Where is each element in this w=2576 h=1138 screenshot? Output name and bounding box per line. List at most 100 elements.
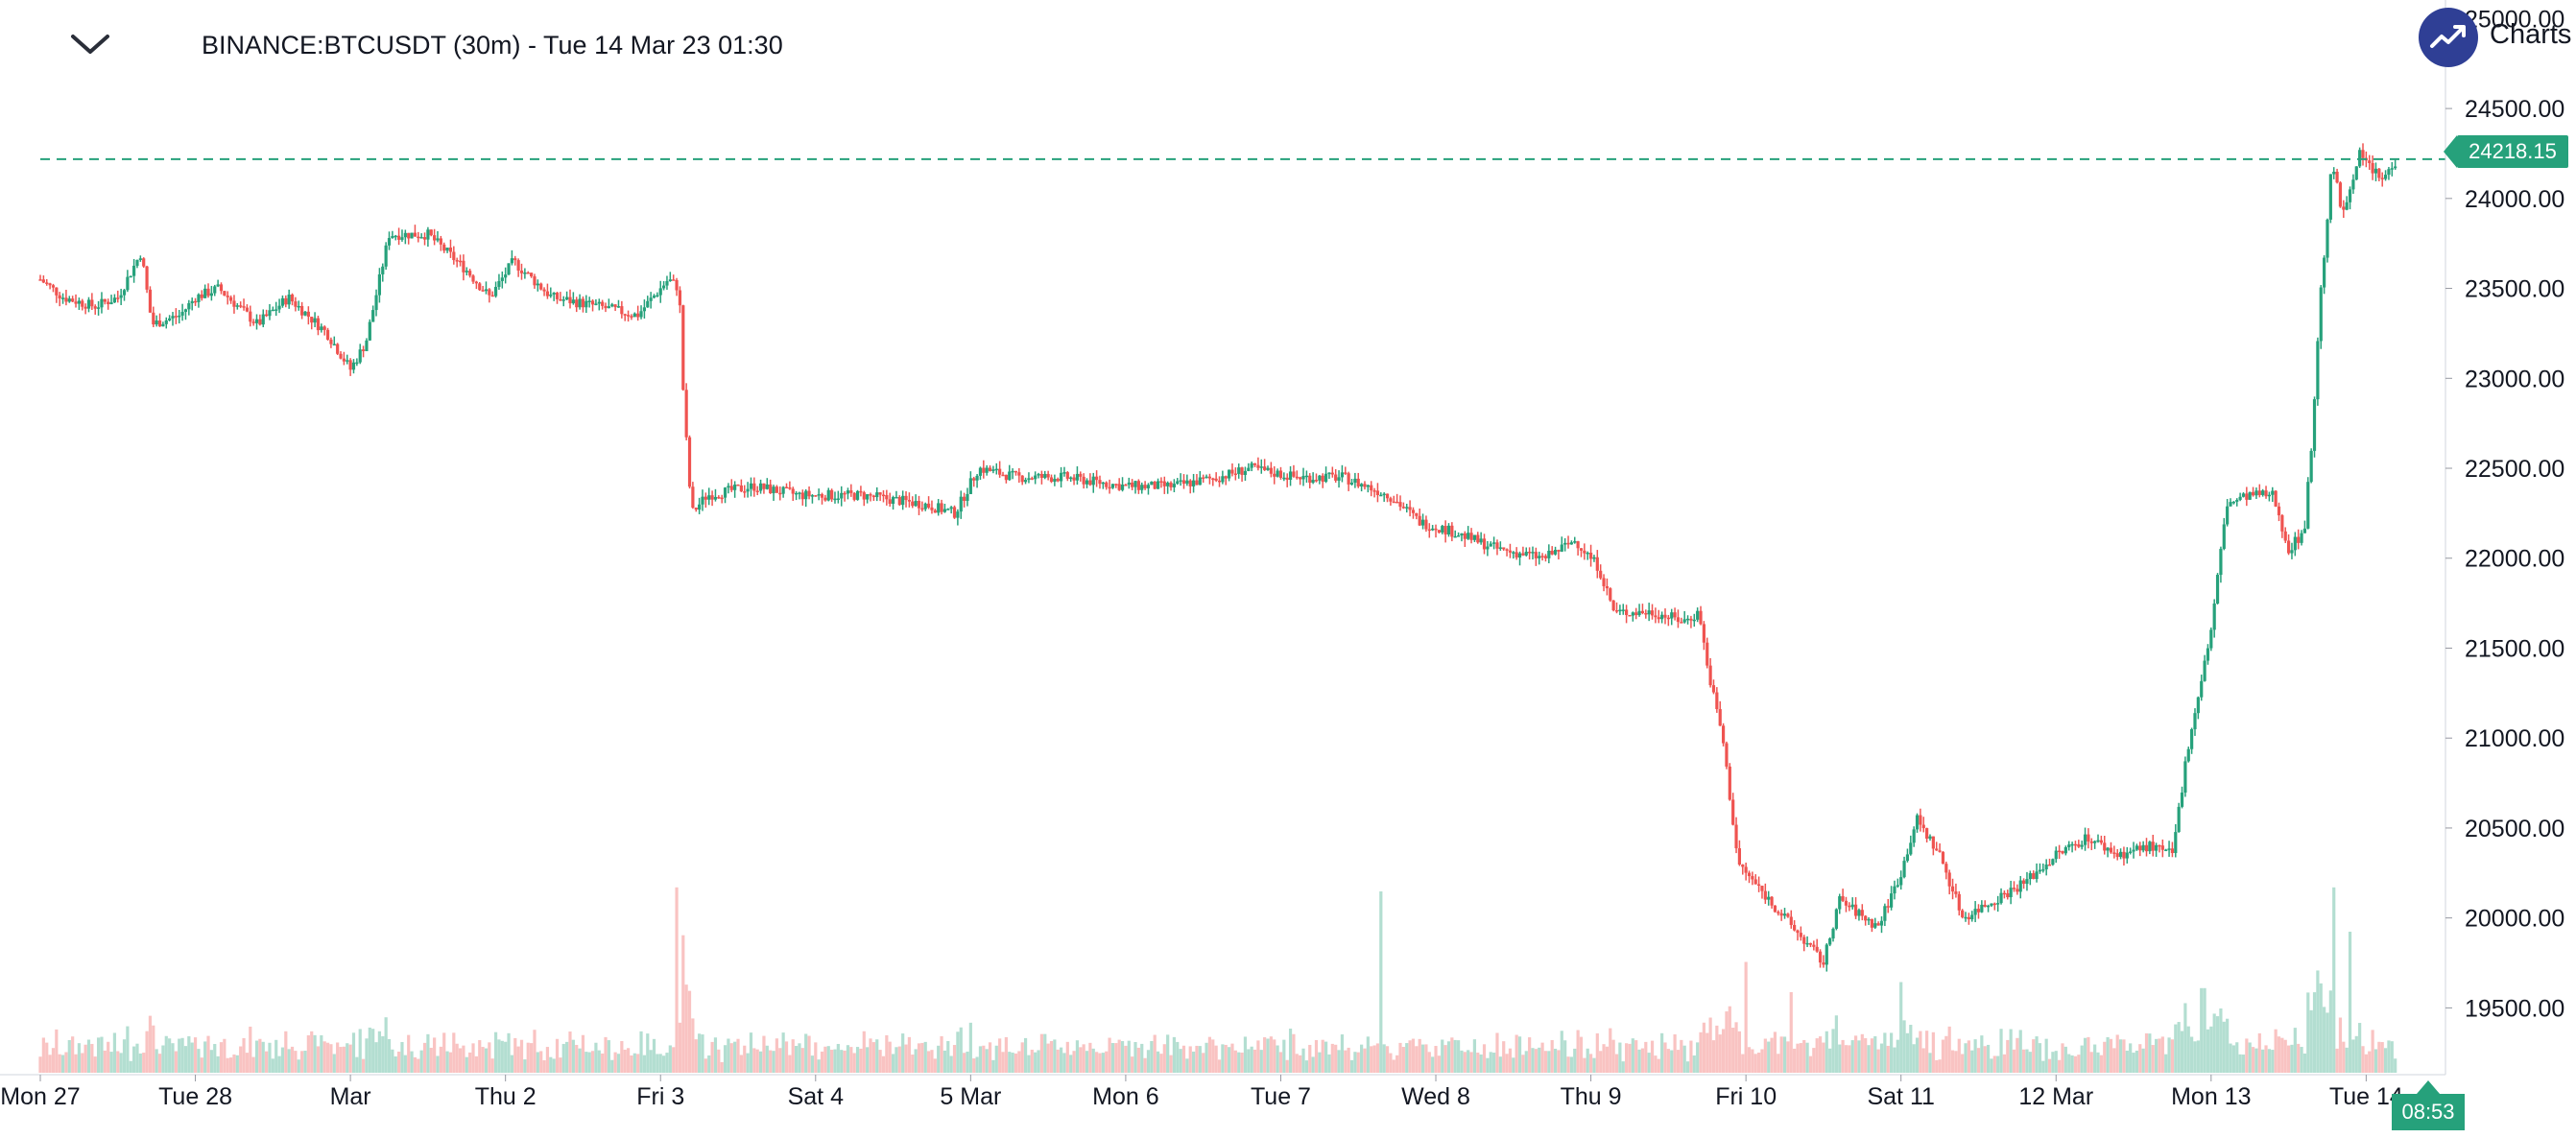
candle-body	[77, 300, 81, 304]
tradingview-logo[interactable]: Charts p	[2419, 8, 2576, 73]
candle-body	[242, 306, 246, 308]
candle-body	[1034, 475, 1038, 480]
candle-body	[1883, 906, 1887, 921]
candle-body	[1356, 478, 1360, 486]
volume-bar	[2326, 1012, 2329, 1073]
candle-body	[1259, 466, 1263, 468]
candle-body	[1947, 872, 1951, 887]
candle-body	[2316, 341, 2320, 400]
volume-bar	[1864, 1038, 1868, 1073]
volume-bar	[1996, 1055, 2000, 1073]
volume-bar	[1682, 1045, 1686, 1073]
candle-body	[739, 485, 743, 492]
candle-body	[1870, 918, 1874, 928]
volume-bar	[2203, 987, 2206, 1073]
volume-bar	[2070, 1055, 2074, 1073]
candle-body	[2338, 182, 2343, 207]
candle-body	[1269, 467, 1273, 474]
volume-bar	[174, 1051, 178, 1073]
candle-body	[1401, 507, 1405, 509]
x-tick-label: Tue 14	[2329, 1083, 2403, 1110]
volume-bar	[963, 1053, 966, 1073]
volume-bar	[2041, 1060, 2045, 1073]
candle-body	[183, 309, 188, 313]
candle-body	[1637, 610, 1641, 616]
candle-body	[1046, 473, 1050, 478]
candle-body	[2038, 869, 2042, 872]
candle-body	[1767, 896, 1771, 900]
volume-bar	[584, 1052, 588, 1073]
volume-bar	[911, 1055, 915, 1073]
volume-bar	[280, 1047, 285, 1073]
candle-body	[1557, 550, 1561, 552]
volume-bar	[1269, 1036, 1273, 1073]
candle-body	[1020, 475, 1024, 483]
candle-body	[968, 478, 972, 494]
volume-bar	[2302, 1053, 2307, 1073]
volume-bar	[1278, 1052, 1283, 1073]
volume-bar	[1085, 1051, 1089, 1073]
volume-bar	[1602, 1044, 1606, 1073]
volume-bar	[2348, 932, 2352, 1073]
candle-body	[2226, 506, 2230, 525]
candle-body	[2025, 879, 2029, 885]
volume-bar	[1685, 1061, 1690, 1073]
candle-body	[1476, 534, 1480, 543]
candle-body	[578, 298, 582, 308]
price-axis[interactable]: 25000.00 24500.00 24000.00 23500.00 23000.00…	[2445, 0, 2564, 1075]
candle-body	[923, 503, 927, 510]
volume-bar	[1999, 1029, 2003, 1073]
candle-body	[1088, 480, 1092, 486]
volume-bar	[2154, 1038, 2159, 1073]
collapse-button[interactable]	[60, 21, 121, 71]
candle-body	[1240, 467, 1244, 475]
candle-body	[549, 294, 553, 296]
volume-bar	[1605, 1046, 1610, 1073]
candle-body	[1017, 472, 1021, 476]
candle-body	[433, 235, 437, 241]
candle-body	[74, 301, 78, 304]
candle-body	[1941, 851, 1945, 865]
volume-bar	[1802, 1039, 1806, 1073]
volume-bar	[178, 1038, 181, 1073]
volume-bar	[2371, 1030, 2374, 1073]
volume-bar	[2190, 1036, 2194, 1073]
volume-bar	[1075, 1040, 1080, 1073]
volume-bar	[1392, 1059, 1395, 1073]
candle-body	[2306, 482, 2310, 529]
candle-body	[871, 495, 875, 498]
candle-body	[888, 499, 892, 505]
volume-bar	[206, 1035, 210, 1073]
volume-bar	[1411, 1038, 1416, 1073]
candle-body	[1347, 473, 1350, 485]
candle-body	[96, 307, 101, 309]
candle-body	[368, 321, 371, 341]
volume-bar	[374, 1042, 378, 1073]
volume-bar	[1637, 1049, 1641, 1073]
volume-bar	[575, 1044, 579, 1073]
candle-body	[1321, 475, 1324, 483]
volume-bar	[445, 1051, 449, 1073]
candle-body	[381, 266, 385, 274]
volume-bar	[788, 1055, 792, 1073]
volume-bar	[571, 1039, 575, 1073]
volume-bar	[610, 1059, 614, 1073]
candle-body	[956, 511, 960, 518]
volume-bar	[526, 1042, 530, 1073]
volume-bar	[1980, 1035, 1984, 1073]
candle-body	[1159, 481, 1163, 483]
candle-body	[1540, 556, 1544, 557]
time-axis[interactable]: Mon 27 Tue 28 Mar Thu 2 Fri 3 Sat 4 5 Mar Mon 6…	[0, 1074, 2445, 1110]
volume-bar	[1295, 1054, 1299, 1073]
volume-bar	[1928, 1053, 1932, 1073]
candle-body	[1543, 556, 1548, 558]
candle-body	[2054, 850, 2058, 860]
candle-body	[581, 298, 585, 308]
volume-bar	[429, 1047, 433, 1073]
volume-bar	[268, 1042, 272, 1073]
volume-bar	[1583, 1057, 1586, 1073]
candle-body	[490, 295, 494, 297]
volume-bar	[2383, 1048, 2388, 1073]
